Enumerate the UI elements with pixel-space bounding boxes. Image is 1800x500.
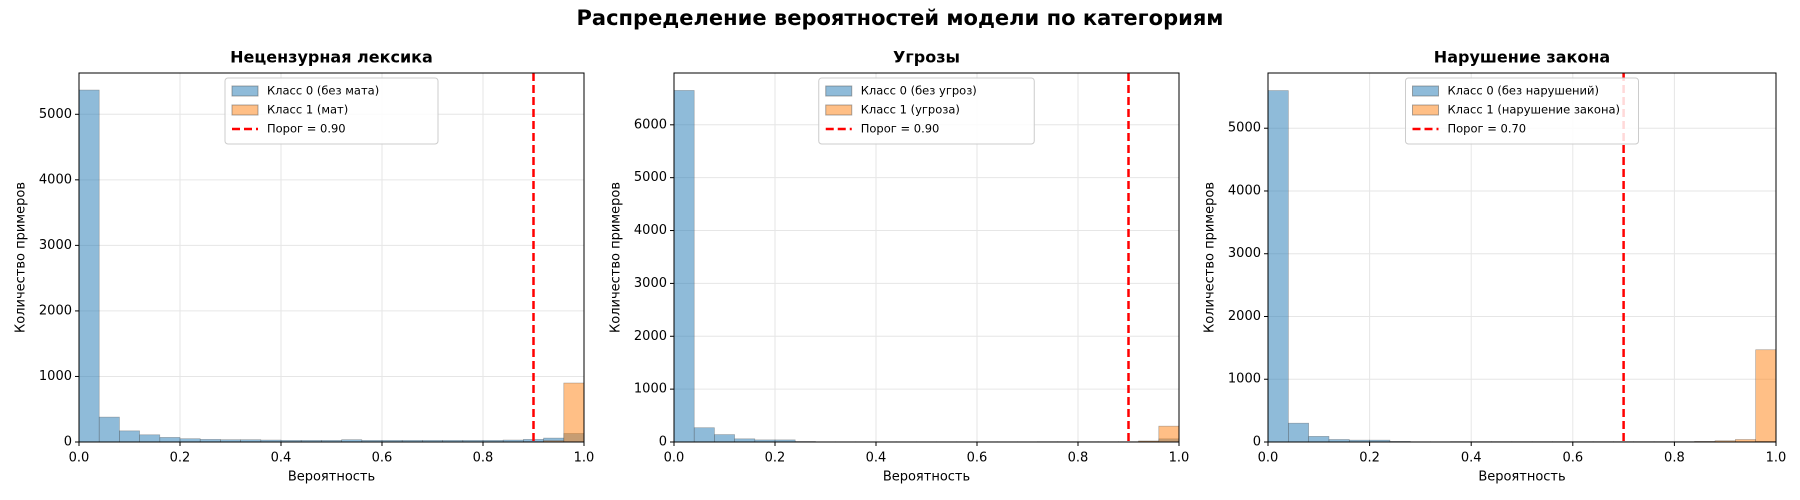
legend-label: Класс 1 (угроза): [861, 103, 960, 117]
y-tick-label: 2000: [39, 303, 72, 318]
legend-swatch: [231, 85, 259, 97]
x-tick-label: 0.4: [866, 451, 887, 466]
y-tick-label: 3000: [634, 276, 667, 291]
y-tick-label: 1000: [634, 382, 667, 397]
legend-label: Порог = 0.90: [267, 122, 346, 136]
subplot-title: Нецензурная лексика: [230, 48, 433, 67]
x-tick-label: 0.2: [170, 451, 191, 466]
histogram-bar: [1158, 425, 1180, 443]
legend-label: Порог = 0.70: [1448, 122, 1527, 136]
legend-label: Класс 1 (нарушение закона): [1448, 103, 1621, 117]
legend-label: Порог = 0.90: [861, 122, 940, 136]
x-tick-label: 0.4: [1461, 451, 1482, 466]
x-tick-label: 0.6: [967, 451, 988, 466]
legend-swatch: [825, 85, 853, 97]
legend: Класс 0 (без мата) Класс 1 (мат) Порог = 0…: [224, 77, 439, 145]
x-tick-label: 0.6: [1562, 451, 1583, 466]
legend-box: [818, 77, 1035, 145]
histogram-bar: [673, 90, 695, 443]
legend-label: Класс 0 (без угроз): [861, 84, 977, 98]
y-tick-label: 2000: [1228, 309, 1261, 324]
x-tick-label: 1.0: [1169, 451, 1190, 466]
y-tick-label: 5000: [39, 107, 72, 122]
plot-frame: [78, 72, 585, 443]
x-tick-label: 0.2: [1359, 451, 1380, 466]
histogram-bar: [714, 434, 735, 443]
y-tick-label: 0: [1253, 435, 1261, 450]
x-axis-label: Вероятность: [1478, 470, 1565, 485]
legend: Класс 0 (без нарушений) Класс 1 (нарушени…: [1405, 77, 1639, 145]
y-tick-label: 1000: [1228, 372, 1261, 387]
histogram-bar: [1308, 436, 1330, 443]
histogram-bar: [119, 430, 140, 443]
x-axis-label: Вероятность: [883, 470, 970, 485]
subplot-title: Угрозы: [893, 48, 960, 67]
y-tick-label: 5000: [634, 170, 667, 185]
histogram-bar: [139, 434, 161, 443]
legend-label: Класс 0 (без нарушений): [1448, 84, 1599, 98]
x-tick-label: 1.0: [1766, 451, 1787, 466]
x-tick-label: 0.0: [1258, 451, 1279, 466]
legend-swatch: [1412, 85, 1439, 97]
y-tick-label: 1000: [39, 369, 72, 384]
x-tick-label: 0.0: [664, 451, 685, 466]
histogram-bar: [98, 416, 120, 443]
x-tick-label: 0.0: [69, 451, 90, 466]
plot-frame: [1267, 72, 1777, 443]
histogram-bar: [78, 89, 100, 443]
y-tick-label: 0: [659, 435, 667, 450]
histogram-bar: [1755, 349, 1777, 443]
y-tick-label: 6000: [634, 117, 667, 132]
y-tick-label: 4000: [39, 172, 72, 187]
y-tick-label: 2000: [634, 329, 667, 344]
plot-frame: [673, 72, 1180, 443]
histogram-bar: [693, 427, 715, 443]
x-axis-label: Вероятность: [288, 470, 375, 485]
subplot-title: Нарушение закона: [1434, 48, 1610, 67]
histogram-bar: [1267, 90, 1289, 443]
y-tick-label: 4000: [1228, 183, 1261, 198]
x-tick-label: 0.6: [372, 451, 393, 466]
y-tick-label: 4000: [634, 223, 667, 238]
histogram-bar: [159, 437, 181, 443]
y-axis-label: Количество примеров: [609, 182, 624, 333]
legend-swatch: [825, 104, 853, 116]
histogram-bar: [563, 382, 585, 443]
x-tick-label: 0.4: [271, 451, 292, 466]
legend-label: Класс 1 (мат): [267, 103, 348, 117]
x-tick-label: 0.8: [473, 451, 494, 466]
y-tick-label: 0: [64, 435, 72, 450]
legend-box: [224, 77, 439, 145]
y-tick-label: 3000: [39, 238, 72, 253]
y-tick-label: 5000: [1228, 121, 1261, 136]
y-axis-label: Количество примеров: [1203, 182, 1218, 333]
legend-swatch: [231, 104, 259, 116]
legend-label: Класс 0 (без мата): [267, 84, 379, 98]
figure-title: Распределение вероятностей модели по кат…: [577, 6, 1224, 30]
y-axis-label: Количество примеров: [14, 182, 29, 333]
x-tick-label: 0.8: [1068, 451, 1089, 466]
x-tick-label: 1.0: [574, 451, 595, 466]
x-tick-label: 0.8: [1664, 451, 1685, 466]
legend: Класс 0 (без угроз) Класс 1 (угроза) Порог…: [818, 77, 1035, 145]
histogram-bar: [1288, 422, 1309, 443]
legend-swatch: [1412, 104, 1439, 116]
y-tick-label: 3000: [1228, 246, 1261, 261]
x-tick-label: 0.2: [765, 451, 786, 466]
legend-box: [1405, 77, 1639, 145]
